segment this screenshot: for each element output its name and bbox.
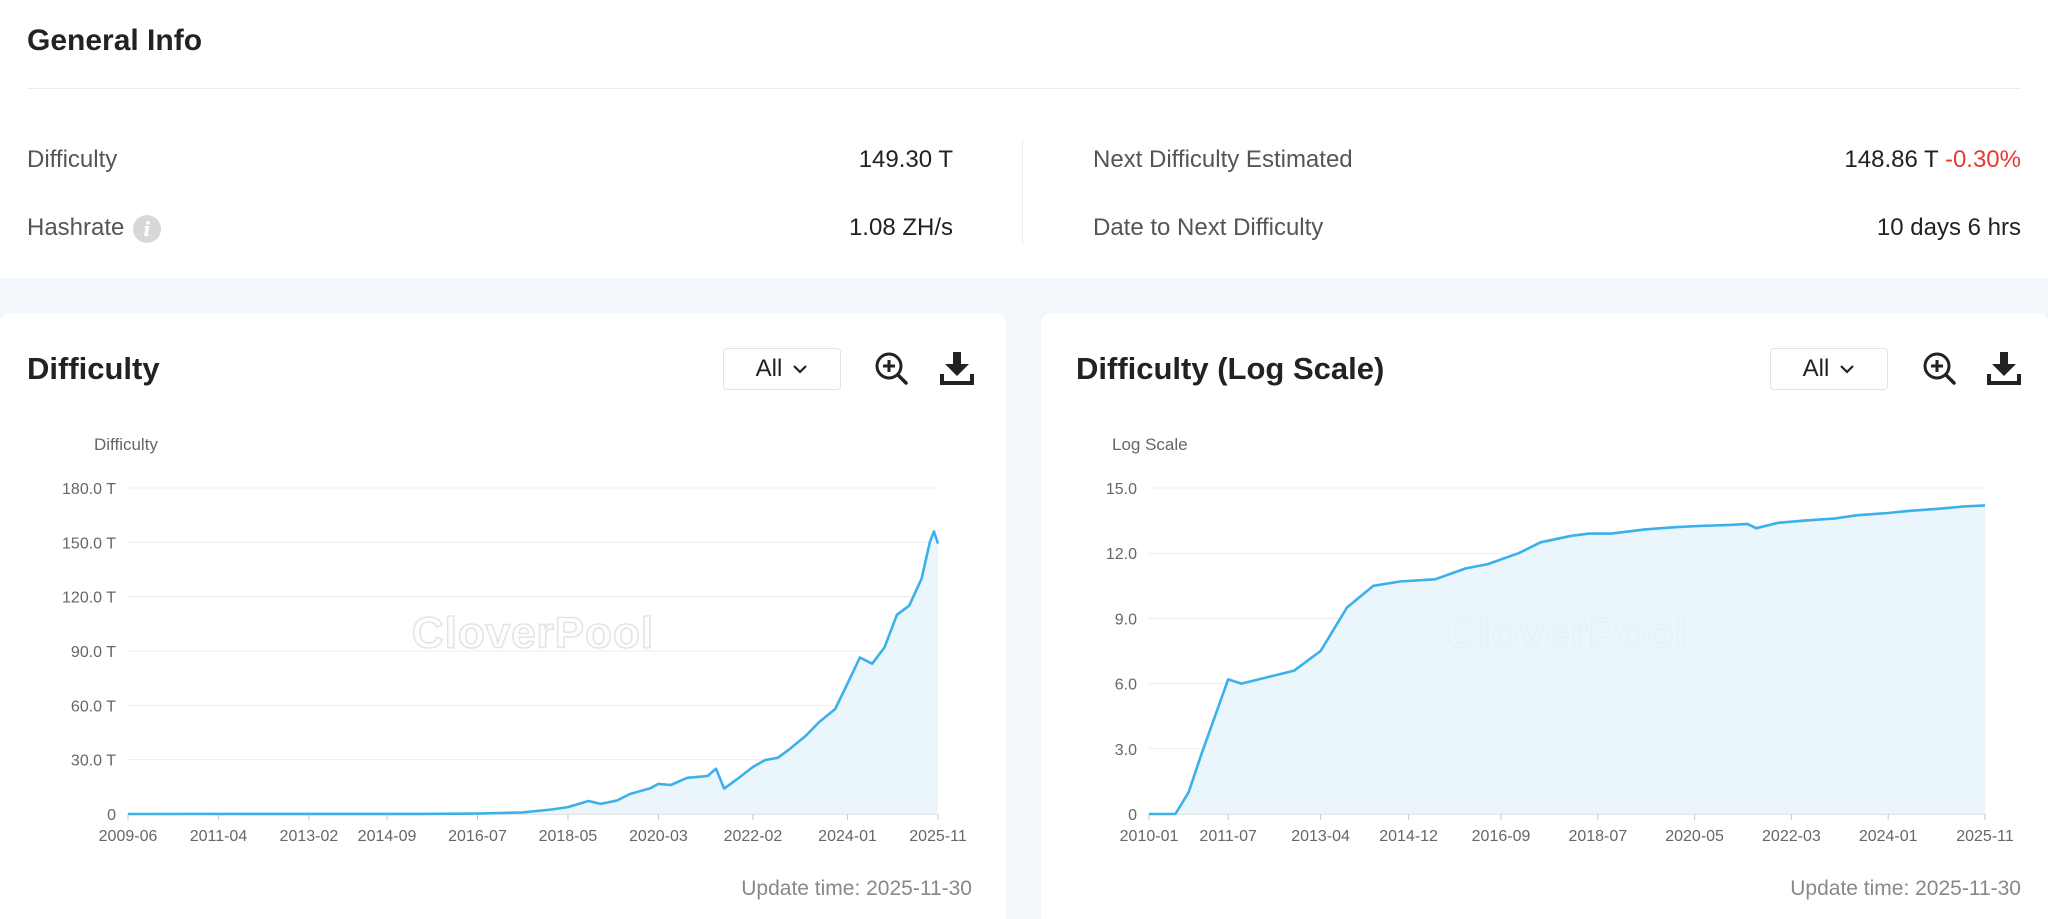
column-divider — [1022, 140, 1023, 244]
y-tick-label: 0 — [107, 807, 116, 824]
chevron-down-icon — [793, 365, 808, 374]
x-tick-label: 2011-07 — [1199, 828, 1257, 845]
difficulty-value: 149.30 T — [858, 146, 953, 173]
series-area — [128, 531, 938, 814]
difficulty-chart-card: Difficulty All Difficulty 0 30.0 T 60.0 T 90… — [0, 313, 1006, 919]
next-difficulty-label: Next Difficulty Estimated — [1093, 146, 1353, 173]
hashrate-label: Hashrate — [27, 214, 125, 241]
y-axis-label: Difficulty — [94, 435, 158, 454]
difficulty-chart: Difficulty 0 30.0 T 60.0 T 90.0 T 120.0 T 150.… — [62, 435, 967, 845]
update-time: Update time: 2025-11-30 — [1790, 877, 2021, 900]
x-tick-label: 2025-11 — [909, 828, 967, 845]
x-tick-label: 2014-09 — [358, 828, 417, 845]
log-difficulty-chart: Log Scale 0 3.0 6.0 9.0 12.0 15.0 2010-01 2011-0… — [1106, 435, 2014, 845]
download-icon[interactable] — [1986, 350, 2022, 386]
x-tick-label: 2025-11 — [1956, 828, 2014, 845]
hashrate-value: 1.08 ZH/s — [848, 214, 953, 241]
difficulty-label: Difficulty — [27, 146, 118, 173]
y-axis-label: Log Scale — [1112, 435, 1188, 454]
x-tick-label: 2011-04 — [190, 828, 248, 845]
range-select-value: All — [755, 355, 783, 382]
y-tick-label: 180.0 T — [62, 481, 116, 498]
divider — [27, 88, 2021, 89]
y-tick-label: 60.0 T — [71, 698, 116, 715]
date-to-next-value: 10 days 6 hrs — [1876, 214, 2021, 241]
y-tick-label: 30.0 T — [71, 753, 116, 770]
y-tick-label: 12.0 — [1106, 546, 1137, 563]
watermark: CloverPool — [412, 609, 654, 658]
x-tick-label: 2010-01 — [1120, 828, 1179, 845]
x-tick-label: 2013-02 — [280, 828, 339, 845]
x-tick-label: 2013-04 — [1291, 828, 1350, 845]
zoom-in-icon[interactable] — [873, 350, 909, 386]
next-difficulty-change: -0.30% — [1944, 146, 2021, 173]
x-tick-label: 2018-07 — [1568, 828, 1627, 845]
x-tick-label: 2020-03 — [629, 828, 688, 845]
log-difficulty-chart-card: Difficulty (Log Scale) All Log Scale 0 3.0… — [1041, 313, 2048, 919]
info-icon[interactable]: i — [133, 214, 162, 243]
y-tick-label: 120.0 T — [62, 590, 116, 607]
update-time: Update time: 2025-11-30 — [741, 877, 972, 900]
x-tick-label: 2024-01 — [1859, 828, 1918, 845]
download-icon[interactable] — [939, 350, 975, 386]
general-info-panel: General Info Difficulty 149.30 T Hashrat… — [0, 0, 2048, 278]
x-tick-label: 2014-12 — [1379, 828, 1438, 845]
general-info-title: General Info — [27, 24, 203, 57]
zoom-in-icon[interactable] — [1921, 350, 1957, 386]
x-tick-label: 2022-02 — [724, 828, 783, 845]
y-tick-label: 9.0 — [1115, 611, 1137, 628]
next-difficulty-value: 148.86 T — [1844, 146, 1939, 173]
range-select[interactable]: All — [723, 348, 841, 390]
y-tick-label: 3.0 — [1115, 742, 1137, 759]
y-tick-label: 6.0 — [1115, 677, 1137, 694]
series-line — [1149, 504, 1986, 816]
card-title: Difficulty — [27, 351, 160, 386]
x-tick-label: 2024-01 — [818, 828, 877, 845]
x-tick-label: 2018-05 — [539, 828, 598, 845]
hashrate-row: Hashrate i — [27, 214, 162, 243]
card-title: Difficulty (Log Scale) — [1076, 351, 1385, 386]
y-tick-label: 0 — [1128, 807, 1137, 824]
y-tick-label: 15.0 — [1106, 481, 1137, 498]
x-tick-label: 2022-03 — [1762, 828, 1821, 845]
date-to-next-label: Date to Next Difficulty — [1093, 214, 1324, 241]
series-line — [127, 530, 940, 816]
x-tick-label: 2009-06 — [99, 828, 158, 845]
next-difficulty-value-group: 148.86 T -0.30% — [1844, 146, 2021, 174]
x-tick-label: 2016-07 — [448, 828, 507, 845]
range-select-value: All — [1802, 355, 1830, 382]
range-select[interactable]: All — [1770, 348, 1888, 390]
chevron-down-icon — [1840, 365, 1855, 374]
series-area — [1149, 505, 1985, 814]
x-tick-label: 2020-05 — [1665, 828, 1724, 845]
x-tick-label: 2016-09 — [1472, 828, 1531, 845]
y-tick-label: 90.0 T — [71, 644, 116, 661]
y-tick-label: 150.0 T — [62, 535, 116, 552]
